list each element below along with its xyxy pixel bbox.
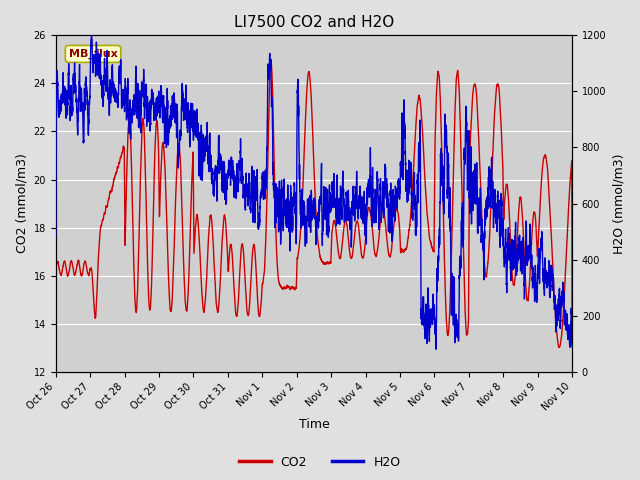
X-axis label: Time: Time [299, 419, 330, 432]
Legend: CO2, H2O: CO2, H2O [234, 451, 406, 474]
Y-axis label: CO2 (mmol/m3): CO2 (mmol/m3) [15, 154, 28, 253]
Text: MB_flux: MB_flux [68, 49, 117, 59]
Title: LI7500 CO2 and H2O: LI7500 CO2 and H2O [234, 15, 394, 30]
Y-axis label: H2O (mmol/m3): H2O (mmol/m3) [612, 153, 625, 254]
